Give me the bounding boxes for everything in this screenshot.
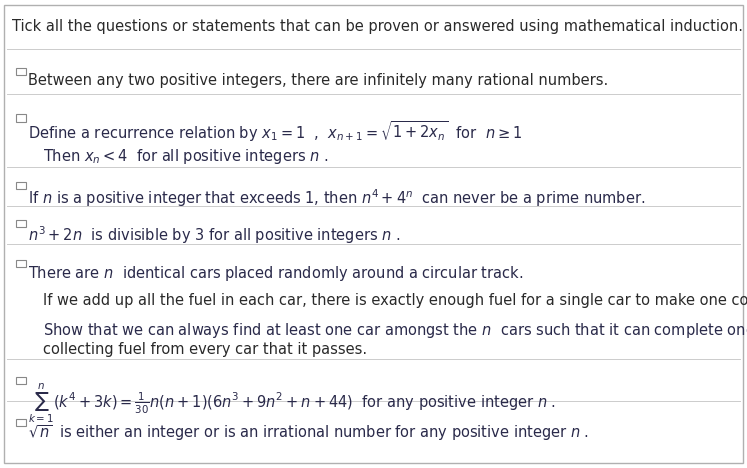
Text: Then $x_n < 4$  for all positive integers $n$ .: Then $x_n < 4$ for all positive integers… <box>43 147 329 167</box>
Text: $n^3 + 2n$  is divisible by 3 for all positive integers $n$ .: $n^3 + 2n$ is divisible by 3 for all pos… <box>28 225 401 246</box>
FancyBboxPatch shape <box>16 260 25 267</box>
FancyBboxPatch shape <box>16 220 25 227</box>
Text: If we add up all the fuel in each car, there is exactly enough fuel for a single: If we add up all the fuel in each car, t… <box>43 292 747 307</box>
Text: $\sum_{k=1}^{n}(k^4 + 3k) = \frac{1}{30}n(n + 1)(6n^3 + 9n^2 + n + 44)$  for any: $\sum_{k=1}^{n}(k^4 + 3k) = \frac{1}{30}… <box>28 381 557 424</box>
Text: If $n$ is a positive integer that exceeds 1, then $n^4 + 4^n$  can never be a pr: If $n$ is a positive integer that exceed… <box>28 187 645 209</box>
FancyBboxPatch shape <box>16 377 25 384</box>
FancyBboxPatch shape <box>16 115 25 122</box>
FancyBboxPatch shape <box>16 419 25 426</box>
FancyBboxPatch shape <box>16 183 25 190</box>
Text: Tick all the questions or statements that can be proven or answered using mathem: Tick all the questions or statements tha… <box>12 19 743 34</box>
FancyBboxPatch shape <box>4 5 743 463</box>
Text: Show that we can always find at least one car amongst the $n$  cars such that it: Show that we can always find at least on… <box>43 321 747 340</box>
Text: $\sqrt{n}$  is either an integer or is an irrational number for any positive int: $\sqrt{n}$ is either an integer or is an… <box>28 424 589 443</box>
FancyBboxPatch shape <box>16 68 25 75</box>
Text: Between any two positive integers, there are infinitely many rational numbers.: Between any two positive integers, there… <box>28 73 609 88</box>
Text: collecting fuel from every car that it passes.: collecting fuel from every car that it p… <box>43 342 368 357</box>
Text: There are $n$  identical cars placed randomly around a circular track.: There are $n$ identical cars placed rand… <box>28 264 524 284</box>
Text: Define a recurrence relation by $x_1 = 1$  ,  $x_{n+1} = \sqrt{1 + 2x_n}$  for  : Define a recurrence relation by $x_1 = 1… <box>28 119 522 144</box>
